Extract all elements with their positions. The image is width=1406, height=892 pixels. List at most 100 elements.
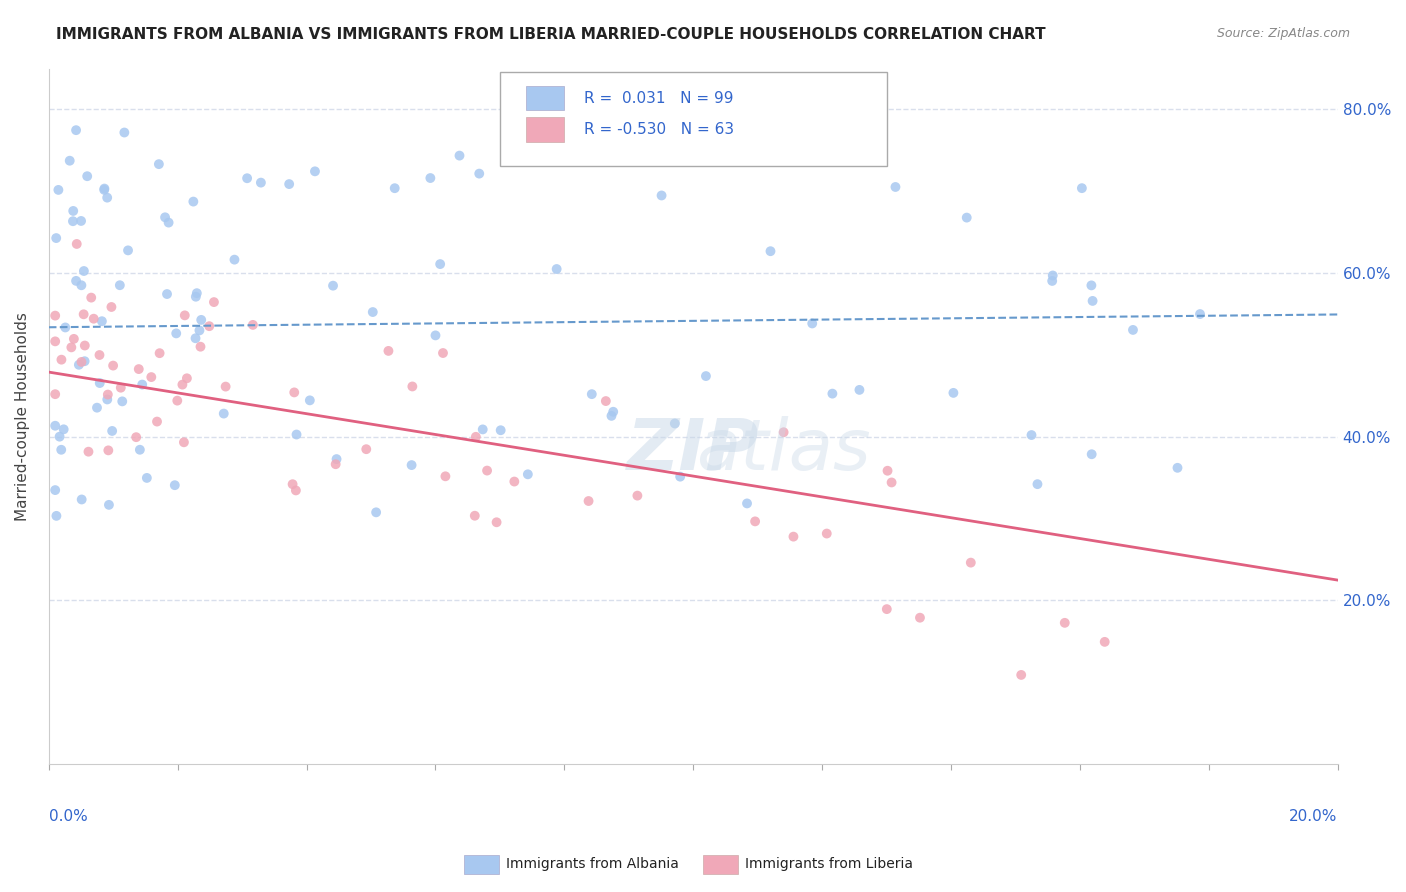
Point [96,191,118,205]
Point [942,385,965,400]
Text: atlas: atlas [696,417,870,485]
Point [298,393,321,408]
Point [429,257,451,271]
Point [1021,428,1043,442]
Point [90,314,112,328]
Text: R = -0.530   N = 63: R = -0.530 N = 63 [583,122,734,137]
Point [176,371,198,385]
Point [356,442,378,457]
Point [65,274,87,288]
Point [377,343,399,358]
Point [236,171,259,186]
Point [70,355,93,369]
Point [101,359,124,373]
Point [63,332,86,346]
Point [278,177,301,191]
Text: Source: ZipAtlas.com: Source: ZipAtlas.com [1216,27,1350,40]
Point [224,252,246,267]
Point [128,442,150,457]
Point [186,286,208,301]
Point [111,394,134,409]
Point [44,309,66,323]
Point [148,157,170,171]
Point [1166,460,1188,475]
Point [52,422,75,436]
Text: 20.0%: 20.0% [1289,809,1337,824]
Point [157,216,180,230]
Point [73,354,96,368]
Point [821,386,844,401]
Point [93,183,115,197]
Point [1081,293,1104,308]
Point [51,352,73,367]
Point [651,188,673,202]
Text: Immigrants from Liberia: Immigrants from Liberia [745,857,912,871]
Point [153,211,176,225]
Point [772,425,794,440]
Point [183,194,205,209]
Point [62,214,84,228]
Point [62,203,84,218]
Point [156,287,179,301]
Point [285,427,308,442]
Point [73,338,96,352]
Point [184,331,207,345]
Point [848,383,870,397]
Point [166,393,188,408]
FancyBboxPatch shape [526,117,564,142]
Point [959,556,981,570]
Point [664,417,686,431]
FancyBboxPatch shape [526,86,564,111]
Point [141,370,163,384]
Point [744,515,766,529]
Point [212,407,235,421]
Point [578,494,600,508]
Point [97,498,120,512]
Point [80,291,103,305]
Point [425,328,447,343]
Point [149,346,172,360]
Point [65,123,87,137]
Point [1189,307,1212,321]
Point [468,167,491,181]
Text: ZIP: ZIP [627,417,759,485]
Point [131,377,153,392]
Point [876,464,898,478]
Point [250,176,273,190]
Point [76,169,98,184]
Point [83,311,105,326]
Point [449,148,471,162]
Point [135,471,157,485]
Point [475,464,498,478]
Point [281,477,304,491]
Point [546,262,568,277]
Point [77,444,100,458]
Point [471,422,494,436]
Point [600,409,623,423]
Point [172,377,194,392]
Point [66,237,89,252]
Point [59,153,82,168]
Point [322,278,344,293]
Point [44,334,66,349]
Point [735,496,758,510]
Point [485,516,508,530]
Point [361,305,384,319]
Point [1042,268,1064,283]
Point [198,319,221,334]
Point [384,181,406,195]
Point [89,376,111,390]
Point [93,181,115,195]
Point [880,475,903,490]
Point [242,318,264,332]
Point [89,348,111,362]
Point [908,610,931,624]
Point [304,164,326,178]
Point [188,323,211,337]
Point [1053,615,1076,630]
Point [1080,447,1102,461]
Point [44,387,66,401]
Point [401,379,423,393]
Point [45,231,67,245]
Point [214,379,236,393]
